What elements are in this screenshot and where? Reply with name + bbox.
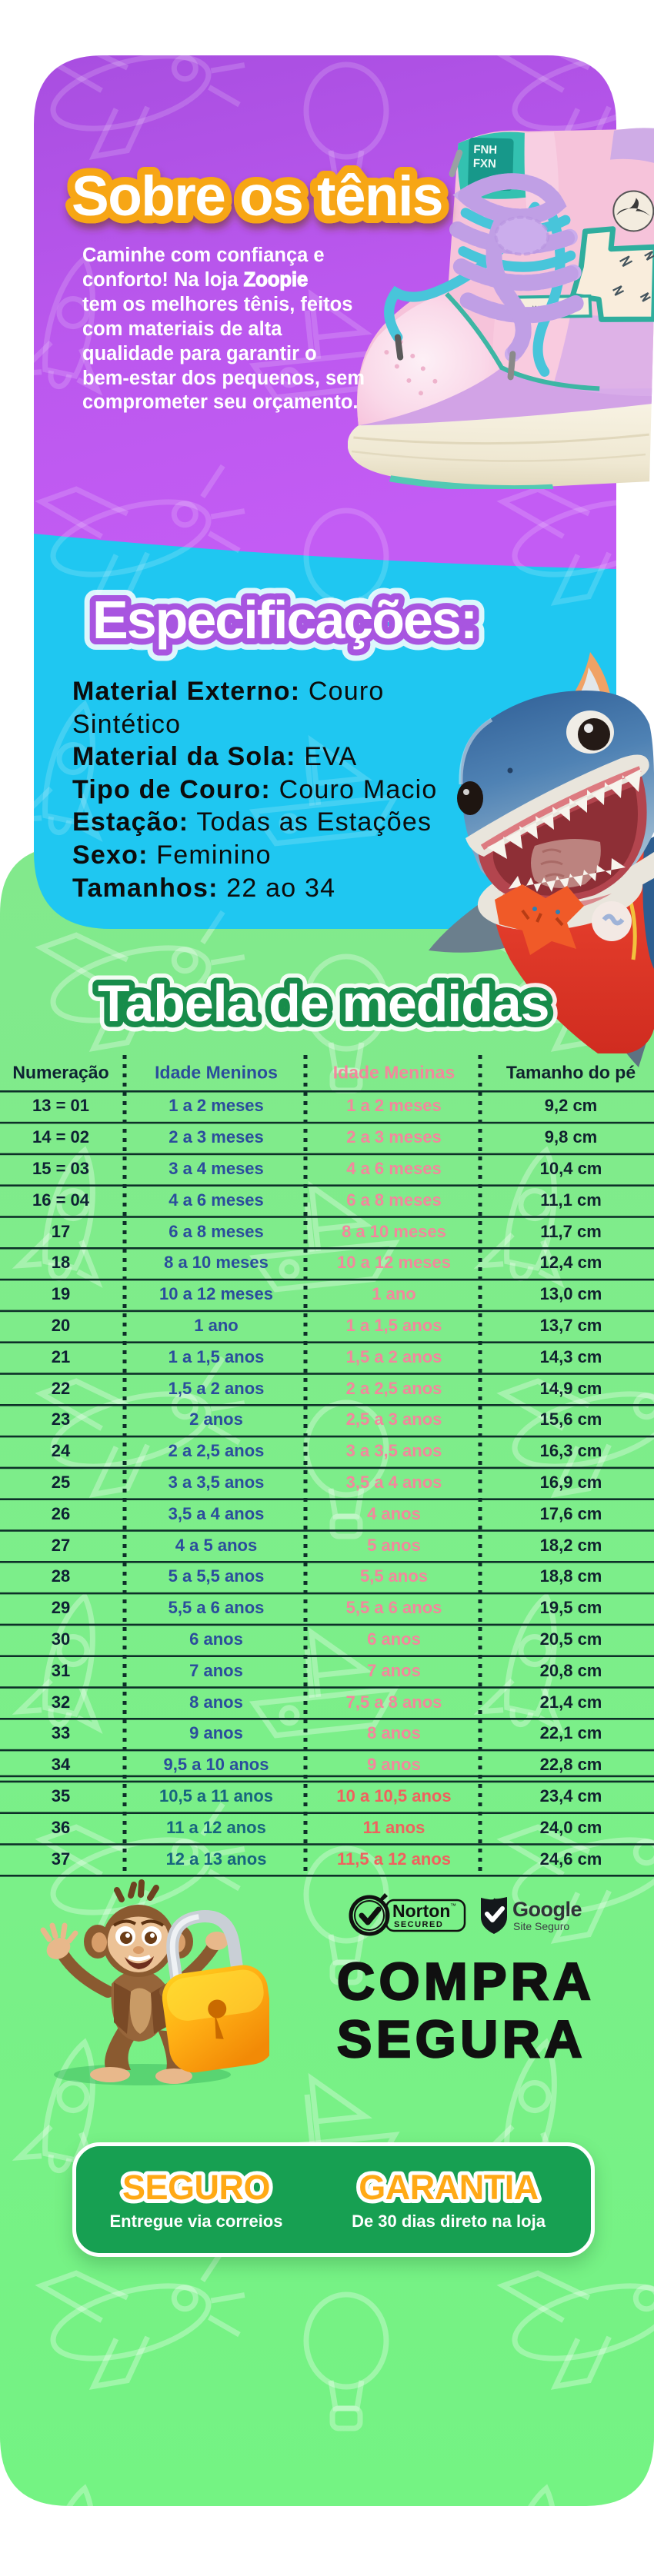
svg-text:Google: Google (512, 1898, 582, 1921)
svg-text:Sobre os tênis: Sobre os tênis (72, 165, 442, 228)
svg-text:SEGURO: SEGURO (122, 2168, 270, 2207)
svg-text:Especificações:: Especificações: (92, 590, 476, 650)
svg-text:Tabela de medidas: Tabela de medidas (98, 974, 549, 1033)
svg-text:Especificações:: Especificações: (92, 590, 476, 650)
svg-text:FXN: FXN (473, 157, 496, 171)
svg-text:Tabela de medidas: Tabela de medidas (98, 974, 549, 1033)
svg-text:Sobre os tênis: Sobre os tênis (72, 165, 442, 228)
svg-text:Tabela de medidas: Tabela de medidas (98, 974, 549, 1033)
svg-text:GARANTIA: GARANTIA (359, 2168, 538, 2207)
svg-text:GARANTIA: GARANTIA (359, 2168, 538, 2207)
svg-text:Especificações:: Especificações: (92, 590, 476, 650)
svg-text:SEGURO: SEGURO (122, 2168, 270, 2207)
svg-text:FNH: FNH (473, 143, 497, 157)
svg-text:™: ™ (450, 1902, 456, 1909)
svg-text:SECURED: SECURED (394, 1920, 443, 1929)
svg-text:Site Seguro: Site Seguro (513, 1920, 569, 1932)
svg-text:Norton: Norton (392, 1901, 450, 1921)
svg-text:Sobre os tênis: Sobre os tênis (72, 165, 442, 228)
